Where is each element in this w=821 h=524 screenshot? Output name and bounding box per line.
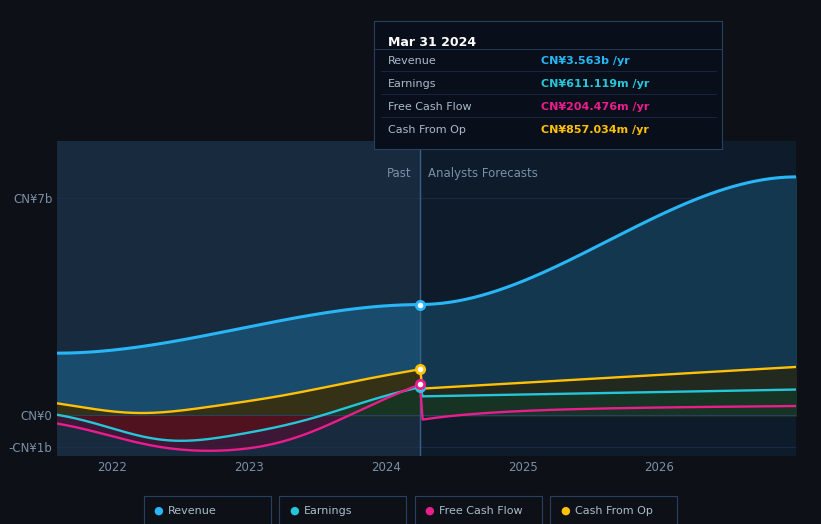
Text: Earnings: Earnings [388, 79, 436, 89]
Text: Free Cash Flow: Free Cash Flow [388, 102, 471, 112]
Text: Earnings: Earnings [304, 506, 352, 516]
Text: ●: ● [424, 506, 434, 516]
Text: Cash From Op: Cash From Op [388, 125, 466, 135]
Text: Past: Past [388, 167, 412, 180]
Text: ●: ● [560, 506, 570, 516]
Text: ●: ● [154, 506, 163, 516]
Text: CN¥611.119m /yr: CN¥611.119m /yr [541, 79, 649, 89]
Text: Mar 31 2024: Mar 31 2024 [388, 36, 475, 49]
Bar [57, 141, 420, 456]
Text: CN¥204.476m /yr: CN¥204.476m /yr [541, 102, 649, 112]
Text: Revenue: Revenue [388, 56, 436, 66]
Text: CN¥3.563b /yr: CN¥3.563b /yr [541, 56, 630, 66]
Text: Free Cash Flow: Free Cash Flow [439, 506, 523, 516]
Text: CN¥857.034m /yr: CN¥857.034m /yr [541, 125, 649, 135]
Text: ●: ● [289, 506, 299, 516]
Text: Revenue: Revenue [168, 506, 217, 516]
Text: Cash From Op: Cash From Op [575, 506, 653, 516]
Text: Analysts Forecasts: Analysts Forecasts [429, 167, 538, 180]
